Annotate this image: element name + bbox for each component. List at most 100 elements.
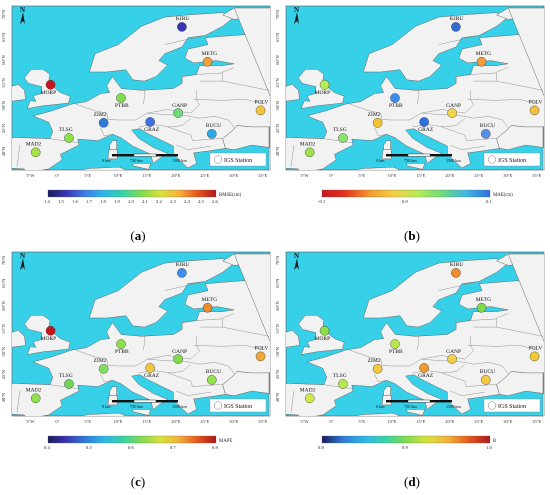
lat-label: 65°N [276,32,280,42]
country-border [95,109,191,121]
lon-label: 35°E [532,419,541,424]
country-border [16,145,21,167]
country-border [456,318,497,323]
station-label: METG [476,51,492,57]
colorbar-metric-label: MAPE [219,439,232,444]
svg-text:1500 km: 1500 km [446,404,462,409]
station-marker-tlsg [64,379,74,389]
lon-label: 15°E [416,173,425,178]
station-label: GANP [446,103,461,109]
country-border [182,318,223,323]
country-border [473,80,544,91]
station-marker-zim2 [98,118,109,128]
lon-label: 10°E [113,419,122,424]
legend-label: IGS Station [498,158,526,164]
lon-label: 20°E [171,419,180,424]
scale-bar: 0 km 750 km 1500 km [102,153,188,163]
svg-text:N: N [294,6,299,14]
country-border [421,112,503,121]
country-border [228,119,235,128]
country-border [75,103,96,112]
station-marker-mad2 [304,393,315,404]
north-arrow-icon: N [20,252,25,270]
station-marker-tlsg [64,133,74,143]
land-shape [406,163,426,170]
station-marker-polv [255,351,266,362]
land-shape [24,69,71,109]
station-marker-morp [319,79,330,90]
station-label: POLV [255,345,269,351]
station-marker-ptbb [390,339,400,349]
station-label: BUCU [480,123,495,129]
land-shape [286,330,300,348]
country-border [49,138,79,144]
station-marker-graz [145,363,155,373]
lon-label: 10°E [113,173,122,178]
country-border [374,373,387,383]
station-label: MAD2 [300,387,316,393]
country-border [142,90,146,105]
colorbar-tick-label: 0.4 [44,445,50,450]
lon-label: 0° [55,419,59,424]
station-marker-kiru [451,268,461,278]
lat-label: 65°N [276,278,280,288]
lat-label: 70°N [2,255,6,265]
country-border [416,336,420,351]
station-marker-metg [476,302,487,313]
country-border [441,372,497,387]
land-shape [79,166,125,170]
lon-label: 5°E [358,173,365,178]
lat-label: 40°N [276,146,280,156]
panel-caption: (c) [130,474,146,489]
map-panel-b: 70°N 65°N 60°N 55°N 50°N 45°N 40°N 5°W 0° 5°E 10°E… [276,2,548,212]
colorbar-tick-label: 0.9 [402,445,408,450]
land-shape [286,84,300,102]
legend-box: IGS Station [483,152,541,167]
map-svg: 70°N 65°N 60°N 55°N 50°N 45°N 40°N 5°W 0° 5°E 10°E… [2,5,271,204]
map-svg: 70°N 65°N 60°N 55°N 50°N 45°N 40°N 5°W 0° 5°E 10°E… [276,251,545,450]
station-label: TLSG [333,373,347,379]
country-border [190,336,200,360]
land-shape [222,7,270,170]
station-marker-tlsg [338,133,348,143]
lon-label: 10°E [387,419,396,424]
station-marker-zim2 [98,364,109,374]
country-border [176,390,212,396]
north-arrow-icon: N [20,6,25,24]
colorbar-tick-label: 0.8 [212,445,218,450]
country-border [147,112,229,121]
station-label: KIRU [450,16,463,22]
station-label: BUCU [206,369,221,375]
lon-label: 5°W [26,419,35,424]
station-marker-mad2 [304,147,315,158]
colorbar-tick-label: 2.2 [156,199,162,204]
station-marker-morp [45,325,56,336]
station-marker-polv [529,351,540,362]
lon-label: 25°E [474,419,483,424]
lat-label: 70°N [2,9,6,19]
land-group [12,7,270,170]
station-label: METG [476,297,492,303]
station-label: ZIM2 [94,358,107,364]
station-label: MORP [41,90,57,96]
lat-label: 40°N [2,146,6,156]
station-marker-graz [419,117,429,127]
country-border [450,390,486,396]
country-border [496,313,509,328]
lon-label: 35°E [258,173,267,178]
station-marker-mad2 [30,147,41,158]
station-marker-ganp [173,108,183,118]
lon-label: 30°E [503,419,512,424]
map-panel-a: 70°N 65°N 60°N 55°N 50°N 45°N 40°N 5°W 0° 5°E 10°E… [2,2,274,212]
svg-text:0 km: 0 km [102,158,111,163]
station-label: KIRU [176,16,189,22]
land-group [286,253,544,416]
lat-label: 40°N [276,392,280,402]
legend-label: IGS Station [224,158,252,164]
station-label: MORP [315,90,331,96]
station-marker-morp [319,325,330,336]
svg-text:750 km: 750 km [130,158,143,163]
country-border [416,90,420,105]
station-marker-kiru [451,22,461,32]
country-border [450,144,486,150]
